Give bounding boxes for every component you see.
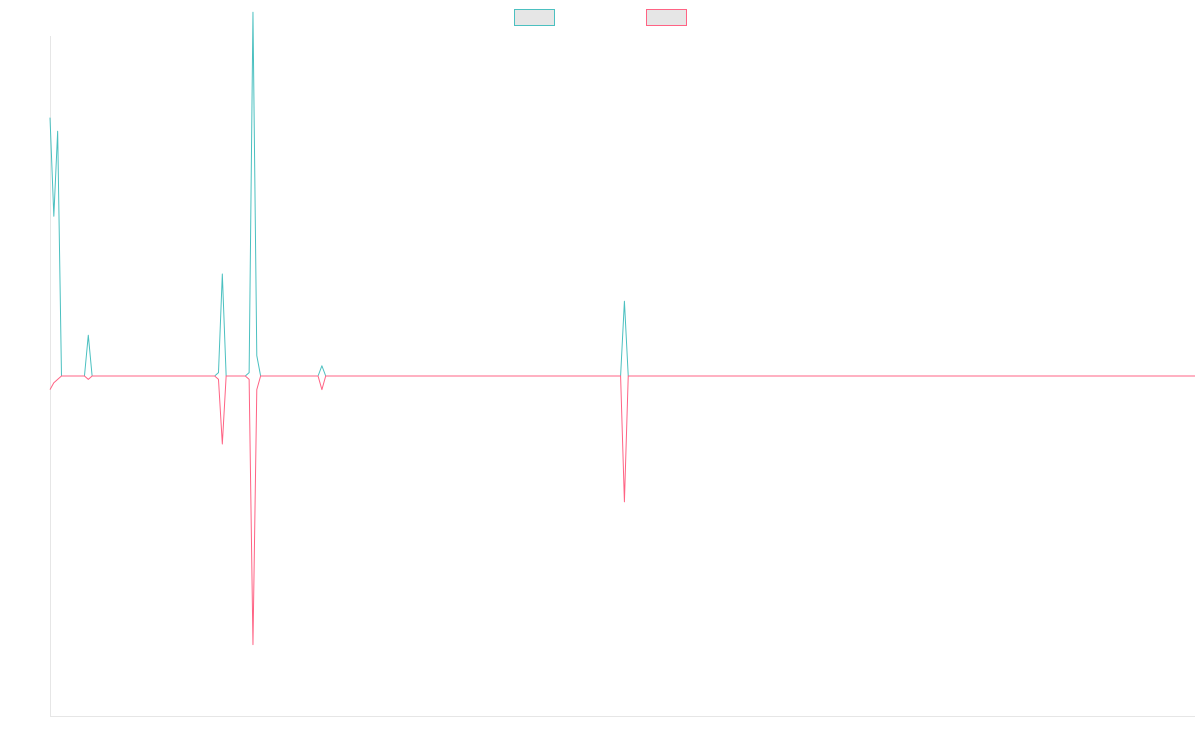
legend-swatch-series-1[interactable] [514, 9, 555, 26]
series-1-line [49, 11, 1195, 377]
series-layer [49, 11, 1195, 646]
legend-swatch-series-2[interactable] [646, 9, 687, 26]
legend [514, 9, 687, 26]
series-2-line [49, 375, 1195, 646]
